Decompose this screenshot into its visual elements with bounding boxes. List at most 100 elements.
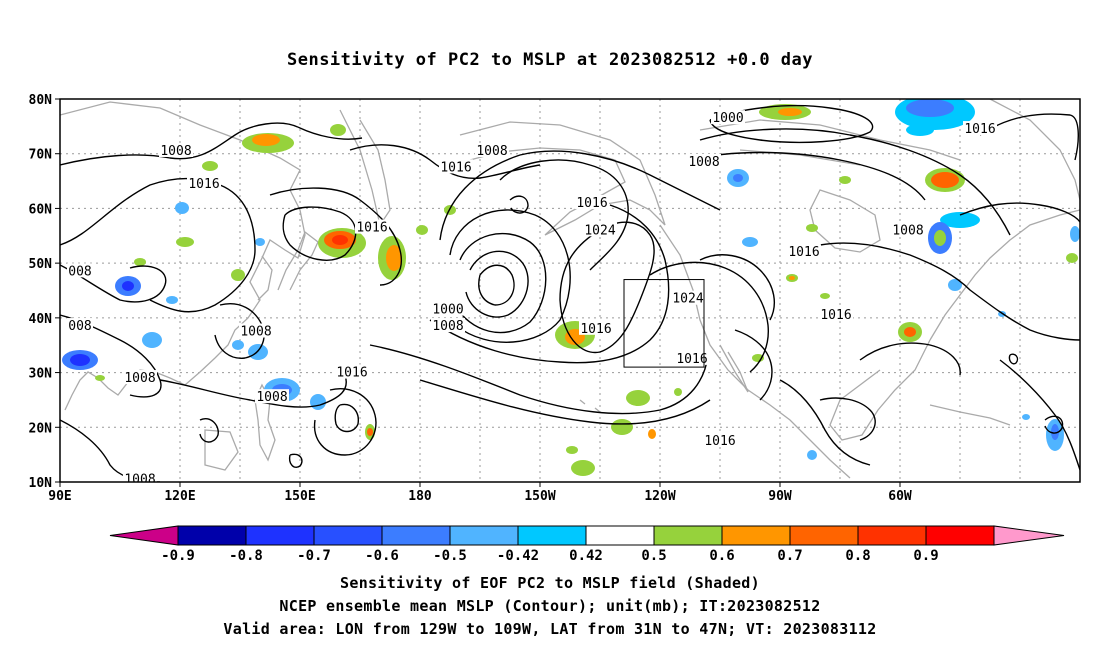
coast-asia — [60, 101, 306, 411]
contour-label-bg — [187, 175, 221, 190]
colorbar-label: 0.42 — [569, 548, 603, 564]
coast-alaska — [459, 121, 666, 236]
contour-na-south — [779, 379, 871, 466]
x-tick-label: 150E — [284, 489, 315, 504]
caption-line-3: Valid area: LON from 129W to 109W, LAT f… — [223, 620, 877, 638]
contour-label-bg — [67, 263, 93, 278]
contour-gulf-1016 — [819, 397, 876, 441]
colorbar-segment — [177, 525, 247, 546]
contour-label: 1016 — [788, 245, 819, 260]
contour-label: 1000 — [432, 303, 463, 318]
colorbar-label: -0.42 — [497, 548, 539, 564]
contour-ne-pac — [649, 261, 769, 373]
colorbar-label: 0.5 — [641, 548, 666, 564]
y-tick-label: 50N — [29, 257, 53, 272]
coast-korea-japan — [257, 230, 319, 301]
contour-label-bg — [891, 222, 925, 237]
coast-gulf — [829, 339, 931, 441]
contour-atl — [999, 359, 1080, 471]
contour-label-bg — [431, 301, 465, 316]
contour-label: 1008 — [688, 155, 719, 170]
mslp-contours — [60, 104, 1080, 482]
contour-label: 1016 — [440, 160, 471, 175]
contour-1016-pole — [689, 151, 926, 201]
caption-line-1: Sensitivity of EOF PC2 to MSLP field (Sh… — [340, 574, 760, 592]
contour-1016-asia — [60, 177, 256, 313]
colorbar-segment — [721, 525, 791, 546]
y-tick-label: 10N — [29, 476, 53, 491]
coast-borneo — [204, 429, 239, 471]
contour-label: 1016 — [576, 196, 607, 211]
colorbar-label: 0.7 — [777, 548, 802, 564]
contour-label-bg — [123, 471, 157, 482]
y-tick-label: 80N — [29, 93, 53, 108]
coast-arctic-islands — [699, 119, 961, 166]
coast-na-west — [659, 224, 851, 479]
y-tick-label: 30N — [29, 367, 53, 382]
map-title: Sensitivity of PC2 to MSLP at 2023082512… — [286, 50, 813, 70]
contour-label: 1016 — [704, 434, 735, 449]
colorbar-segment — [245, 525, 315, 546]
contour-label-bg — [687, 153, 721, 168]
colorbar-segment — [313, 525, 383, 546]
grid-lines — [60, 99, 1080, 482]
coast-hawaii — [579, 399, 601, 413]
contour-label: 1008 — [432, 319, 463, 334]
contour-1008-kam — [282, 206, 357, 261]
contour-1016-na — [734, 329, 773, 401]
contour-label: 1016 — [188, 177, 219, 192]
contour-high-1016-b — [369, 344, 709, 415]
x-tick-label: 180 — [408, 489, 432, 504]
coast-baja — [719, 344, 749, 393]
colorbar-segment — [789, 525, 859, 546]
contour-high-1016 — [429, 204, 670, 364]
y-tick-label: 40N — [29, 312, 53, 327]
contour-label: 008 — [68, 264, 91, 279]
contour-label: 1008 — [256, 390, 287, 405]
contour-label-bg — [963, 121, 997, 136]
contour-na-1016 — [819, 242, 1080, 341]
contour-1016-kam — [269, 187, 402, 286]
contour-1008-asia-2 — [60, 264, 167, 303]
contour-label-bg — [239, 323, 273, 338]
contour-label-bg — [255, 389, 289, 404]
coast-philippines — [254, 383, 276, 462]
contour-1000-pole — [709, 104, 874, 144]
contour-small-2 — [199, 418, 219, 443]
contour-1008-east — [959, 202, 1080, 223]
contour-1008-asia — [60, 122, 363, 166]
coast-hudson — [809, 189, 881, 253]
colorbar-segment — [381, 525, 451, 546]
colorbar-label: -0.9 — [161, 548, 195, 564]
coast-na-east — [929, 209, 1080, 341]
contour-label-bg — [123, 370, 157, 385]
contour-labels: 1008 1016 008 008 1008 1008 1008 1008 1016 1016 10… — [67, 110, 997, 482]
contour-1008-south — [159, 374, 347, 408]
contour-label: 1016 — [964, 122, 995, 137]
contour-label: 1008 — [892, 223, 923, 238]
y-axis: 80N 70N 60N 50N 40N 30N 20N 10N — [29, 93, 60, 491]
y-tick-label: 20N — [29, 421, 53, 436]
contour-label-bg — [67, 318, 93, 333]
x-tick-label: 150W — [524, 489, 555, 504]
contour-high-1024 — [559, 221, 655, 354]
contour-east-small-2 — [1008, 353, 1019, 365]
coast-greenland — [989, 99, 1080, 201]
contour-label: 008 — [68, 319, 91, 334]
x-axis: 90E 120E 150E 180 150W 120W 90W 60W — [48, 482, 912, 504]
contour-label-bg — [575, 194, 609, 209]
contour-label-bg — [439, 159, 473, 174]
colorbar-segment — [857, 525, 927, 546]
x-tick-label: 120W — [644, 489, 675, 504]
contour-small-3 — [288, 453, 303, 468]
contour-label: 1008 — [124, 371, 155, 386]
colorbar-segment — [925, 525, 995, 546]
contour-label-bg — [159, 142, 193, 157]
contour-high-outer — [419, 379, 711, 425]
contour-label: 1016 — [336, 366, 367, 381]
coastlines — [60, 99, 1080, 479]
contour-1016-a — [439, 150, 721, 241]
colorbar-label: -0.6 — [365, 548, 399, 564]
colorbar-segment — [653, 525, 723, 546]
